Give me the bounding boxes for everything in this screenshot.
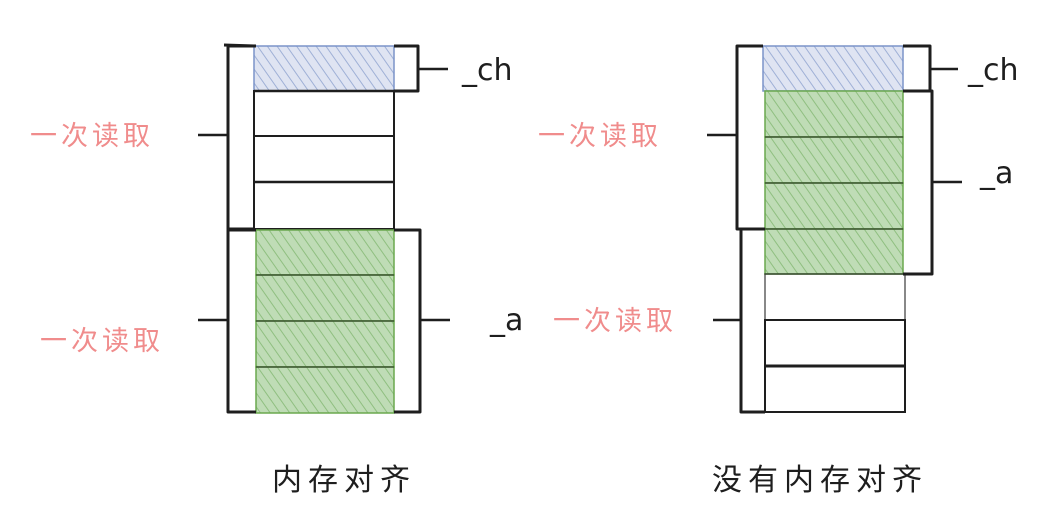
aligned-a-bracket [394, 228, 422, 414]
aligned-read-bracket-2 [226, 228, 256, 414]
unaligned-ch-label: _ch [967, 53, 1019, 88]
unaligned-cell-empty-2 [764, 319, 906, 367]
unaligned-cell-a-2 [764, 136, 904, 184]
unaligned-ch-bracket [903, 44, 932, 93]
aligned-cell-a-2 [255, 274, 395, 322]
aligned-ch-bracket [394, 44, 420, 93]
unaligned-cell-a-3 [764, 182, 904, 230]
aligned-cell-ch [253, 45, 395, 92]
aligned-cell-a-1 [255, 229, 395, 276]
unaligned-read-label-1: 一次读取 [538, 121, 662, 152]
aligned-read-label-1: 一次读取 [30, 121, 154, 152]
unaligned-caption: 没有内存对齐 [712, 463, 928, 498]
aligned-cell-padding-1 [253, 90, 395, 137]
unaligned-read-bracket-2 [739, 227, 765, 414]
unaligned-a-bracket [903, 89, 934, 276]
aligned-a-label: _a [489, 303, 523, 338]
unaligned-cell-a-4 [764, 228, 904, 275]
aligned-ch-label: _ch [461, 53, 513, 88]
aligned-cell-padding-2 [253, 135, 395, 183]
unaligned-read-label-2: 一次读取 [553, 306, 677, 337]
unaligned-a-label: _a [979, 156, 1013, 191]
unaligned-cell-empty-1 [764, 273, 906, 321]
aligned-caption: 内存对齐 [272, 463, 416, 498]
aligned-cell-a-3 [255, 320, 395, 368]
aligned-memory-layout: 一次读取 一次读取 _ch _a 内存对齐 [30, 43, 523, 498]
unaligned-cell-ch [762, 45, 904, 92]
aligned-cell-a-4 [255, 366, 395, 414]
aligned-read-label-2: 一次读取 [40, 326, 164, 357]
aligned-read-bracket-1 [223, 43, 257, 231]
unaligned-cell-a-1 [764, 90, 904, 138]
aligned-cell-padding-3 [253, 181, 395, 230]
unaligned-memory-layout: 一次读取 一次读取 _ch _a 没有内存对齐 [538, 44, 1019, 498]
unaligned-read-bracket-1 [735, 44, 763, 231]
unaligned-cell-empty-3 [764, 365, 906, 413]
